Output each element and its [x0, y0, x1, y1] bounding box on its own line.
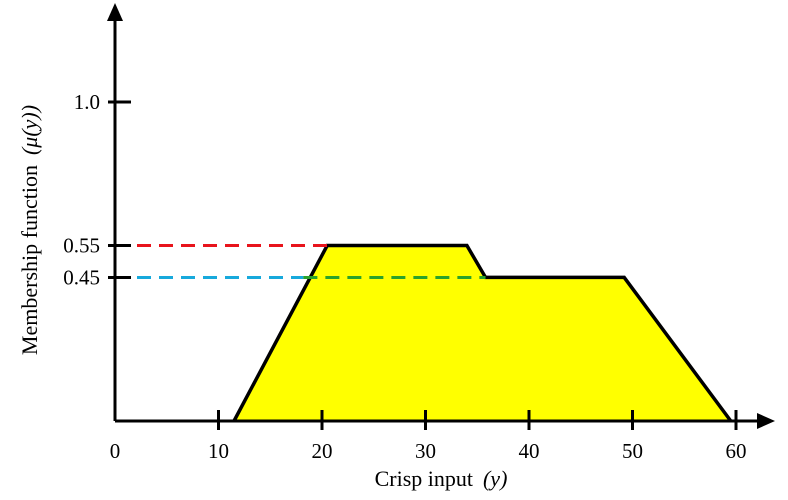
y-axis-label: Membership function — [17, 165, 42, 355]
x-axis-title: Crisp input (y) — [375, 466, 508, 491]
x-tick-label-40: 40 — [519, 439, 540, 463]
x-tick-label-60: 60 — [726, 439, 747, 463]
axes — [107, 3, 775, 429]
x-tick-label-10: 10 — [208, 439, 229, 463]
x-axis-arrow — [757, 413, 775, 429]
guide-lines — [115, 244, 486, 279]
plot-area — [232, 243, 733, 423]
membership-outline — [232, 243, 733, 423]
membership-area — [234, 245, 731, 421]
x-axis-label: Crisp input — [375, 466, 473, 491]
y-axis-symbol: (μ(y)) — [17, 105, 42, 155]
x-axis-symbol: (y) — [483, 466, 507, 491]
x-tick-label-0: 0 — [110, 439, 121, 463]
x-tick-label-20: 20 — [312, 439, 333, 463]
x-tick-label-50: 50 — [622, 439, 643, 463]
y-axis-title: Membership function (μ(y)) — [17, 105, 42, 355]
y-axis-arrow — [107, 3, 123, 21]
x-tick-label-30: 30 — [415, 439, 436, 463]
y-tick-label-1: 1.0 — [74, 90, 100, 114]
y-tick-label-0-45: 0.45 — [63, 265, 100, 289]
y-tick-label-0-55: 0.55 — [63, 234, 100, 258]
ticks: 0 10 20 30 40 50 60 0.45 0.55 1.0 — [63, 90, 746, 463]
axis-titles: Crisp input (y) Membership function (μ(y… — [17, 105, 507, 491]
